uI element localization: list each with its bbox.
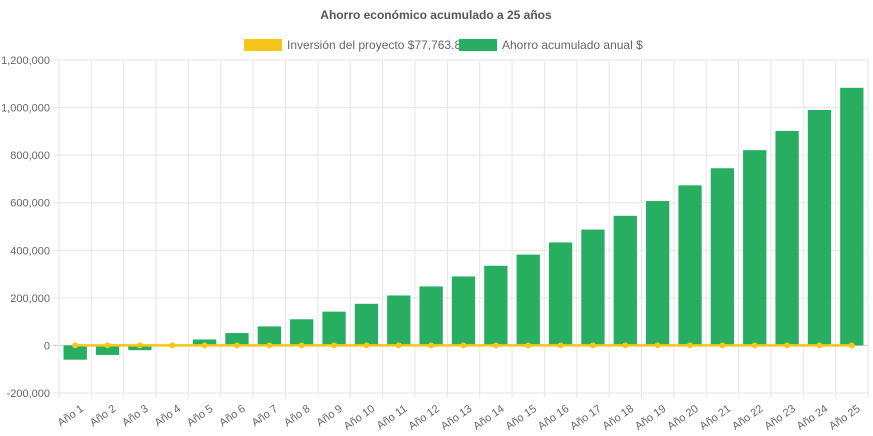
line-point[interactable] bbox=[848, 342, 855, 349]
chart-title: Ahorro económico acumulado a 25 años bbox=[320, 8, 552, 22]
x-tick-label: Año 20 bbox=[665, 403, 700, 433]
legend: Inversión del proyecto $77,763.80 Ahorro… bbox=[244, 38, 643, 52]
line-point[interactable] bbox=[719, 342, 726, 349]
y-tick-label: 0 bbox=[44, 340, 50, 352]
line-point[interactable] bbox=[525, 342, 532, 349]
line-series bbox=[72, 342, 855, 349]
bar[interactable] bbox=[613, 215, 637, 346]
bar[interactable] bbox=[451, 276, 476, 346]
line-point[interactable] bbox=[428, 342, 435, 349]
bar-series bbox=[63, 87, 864, 360]
x-tick-label: Año 11 bbox=[375, 403, 410, 432]
line-point[interactable] bbox=[136, 342, 143, 349]
y-tick-label: 400,000 bbox=[10, 245, 50, 257]
y-axis: 1,200,000 1,000,000 800,000 600,000 400,000 2… bbox=[1, 55, 50, 400]
line-point[interactable] bbox=[557, 342, 564, 349]
line-point[interactable] bbox=[331, 342, 338, 349]
x-tick-label: Año 2 bbox=[88, 403, 118, 429]
line-point[interactable] bbox=[298, 342, 305, 349]
bar[interactable] bbox=[63, 345, 87, 360]
line-point[interactable] bbox=[784, 342, 791, 349]
x-tick-label: Año 25 bbox=[827, 403, 862, 433]
y-tick-label: 200,000 bbox=[10, 293, 50, 305]
bar[interactable] bbox=[646, 201, 670, 346]
line-point[interactable] bbox=[104, 342, 111, 349]
line-point[interactable] bbox=[492, 342, 499, 349]
line-point[interactable] bbox=[654, 342, 661, 349]
x-tick-label: Año 21 bbox=[698, 403, 733, 433]
y-tick-label: -200,000 bbox=[7, 388, 50, 400]
x-tick-label: Año 10 bbox=[342, 403, 377, 433]
bar[interactable] bbox=[290, 319, 314, 346]
x-tick-label: Año 3 bbox=[120, 403, 150, 429]
x-tick-label: Año 17 bbox=[568, 403, 603, 433]
bar[interactable] bbox=[225, 333, 249, 346]
x-tick-label: Año 7 bbox=[250, 403, 280, 429]
bar[interactable] bbox=[710, 168, 735, 346]
bar[interactable] bbox=[95, 345, 120, 355]
x-tick-label: Año 16 bbox=[536, 403, 571, 433]
line-point[interactable] bbox=[816, 342, 823, 349]
y-tick-label: 1,000,000 bbox=[1, 103, 50, 115]
bar[interactable] bbox=[484, 265, 508, 346]
line-point[interactable] bbox=[363, 342, 370, 349]
bar[interactable] bbox=[840, 87, 864, 346]
bar[interactable] bbox=[548, 242, 573, 346]
y-tick-label: 800,000 bbox=[10, 150, 50, 162]
bar[interactable] bbox=[516, 254, 540, 346]
line-point[interactable] bbox=[201, 342, 208, 349]
x-tick-label: Año 24 bbox=[795, 403, 830, 433]
y-tick-label: 1,200,000 bbox=[1, 55, 50, 67]
legend-swatch-investment[interactable] bbox=[244, 39, 282, 51]
x-tick-label: Año 14 bbox=[471, 403, 506, 433]
line-point[interactable] bbox=[751, 342, 758, 349]
bar[interactable] bbox=[743, 150, 767, 346]
x-tick-label: Año 8 bbox=[282, 403, 312, 429]
line-point[interactable] bbox=[266, 342, 273, 349]
x-tick-label: Año 4 bbox=[153, 403, 183, 429]
bar[interactable] bbox=[678, 185, 702, 346]
x-tick-label: Año 6 bbox=[217, 403, 247, 429]
legend-label-savings[interactable]: Ahorro acumulado anual $ bbox=[502, 38, 643, 52]
line-point[interactable] bbox=[395, 342, 402, 349]
line-point[interactable] bbox=[233, 342, 240, 349]
grid bbox=[53, 59, 869, 398]
bar[interactable] bbox=[387, 295, 411, 346]
legend-swatch-savings[interactable] bbox=[459, 39, 497, 51]
bar[interactable] bbox=[354, 303, 379, 346]
x-tick-label: Año 23 bbox=[762, 403, 797, 433]
line-point[interactable] bbox=[169, 342, 176, 349]
line-point[interactable] bbox=[589, 342, 596, 349]
line-point[interactable] bbox=[72, 342, 79, 349]
line-point[interactable] bbox=[460, 342, 467, 349]
x-tick-label: Año 18 bbox=[601, 403, 636, 433]
x-tick-label: Año 9 bbox=[314, 403, 344, 429]
bar[interactable] bbox=[807, 109, 832, 346]
legend-label-investment[interactable]: Inversión del proyecto $77,763.80 bbox=[287, 38, 468, 52]
x-tick-label: Año 19 bbox=[633, 403, 668, 433]
x-tick-label: Año 5 bbox=[185, 403, 215, 429]
x-tick-label: Año 22 bbox=[730, 403, 765, 433]
bar[interactable] bbox=[581, 229, 605, 346]
x-tick-label: Año 13 bbox=[439, 403, 474, 433]
x-tick-label: Año 12 bbox=[406, 403, 441, 433]
x-axis: Año 1 Año 2 Año 3 Año 4 Año 5 Año 6 Año 7 Año 8… bbox=[56, 403, 863, 433]
bar[interactable] bbox=[257, 326, 281, 346]
bar[interactable] bbox=[775, 130, 799, 346]
bar[interactable] bbox=[322, 311, 346, 346]
x-tick-label: Año 15 bbox=[504, 403, 539, 433]
y-tick-label: 600,000 bbox=[10, 198, 50, 210]
line-point[interactable] bbox=[687, 342, 694, 349]
bar[interactable] bbox=[419, 286, 443, 346]
x-tick-label: Año 1 bbox=[56, 403, 86, 429]
line-point[interactable] bbox=[622, 342, 629, 349]
